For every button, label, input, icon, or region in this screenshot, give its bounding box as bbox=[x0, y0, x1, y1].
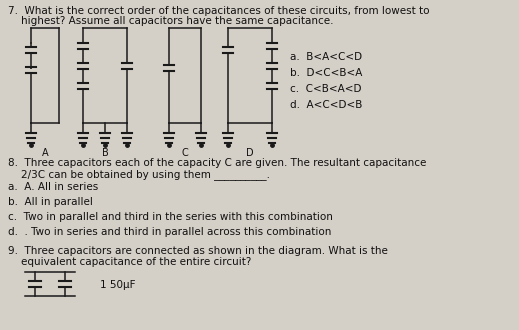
Text: d.  . Two in series and third in parallel across this combination: d. . Two in series and third in parallel… bbox=[8, 227, 331, 237]
Text: B: B bbox=[102, 148, 108, 158]
Text: 7.  What is the correct order of the capacitances of these circuits, from lowest: 7. What is the correct order of the capa… bbox=[8, 6, 430, 16]
Text: equivalent capacitance of the entire circuit?: equivalent capacitance of the entire cir… bbox=[8, 257, 251, 267]
Text: c.  Two in parallel and third in the series with this combination: c. Two in parallel and third in the seri… bbox=[8, 212, 333, 222]
Text: a.  A. All in series: a. A. All in series bbox=[8, 182, 98, 192]
Text: 1 50µF: 1 50µF bbox=[100, 280, 135, 290]
Text: b.  D<C<B<A: b. D<C<B<A bbox=[290, 68, 362, 78]
Text: C: C bbox=[182, 148, 188, 158]
Text: D: D bbox=[246, 148, 254, 158]
Text: 2/3C can be obtained by using them __________.: 2/3C can be obtained by using them _____… bbox=[8, 169, 270, 180]
Text: a.  B<A<C<D: a. B<A<C<D bbox=[290, 52, 362, 62]
Text: 9.  Three capacitors are connected as shown in the diagram. What is the: 9. Three capacitors are connected as sho… bbox=[8, 246, 388, 256]
Text: highest? Assume all capacitors have the same capacitance.: highest? Assume all capacitors have the … bbox=[8, 16, 334, 26]
Text: c.  C<B<A<D: c. C<B<A<D bbox=[290, 84, 362, 94]
Text: A: A bbox=[42, 148, 48, 158]
Text: 8.  Three capacitors each of the capacity C are given. The resultant capacitance: 8. Three capacitors each of the capacity… bbox=[8, 158, 427, 168]
Text: d.  A<C<D<B: d. A<C<D<B bbox=[290, 100, 362, 110]
Text: b.  All in parallel: b. All in parallel bbox=[8, 197, 93, 207]
